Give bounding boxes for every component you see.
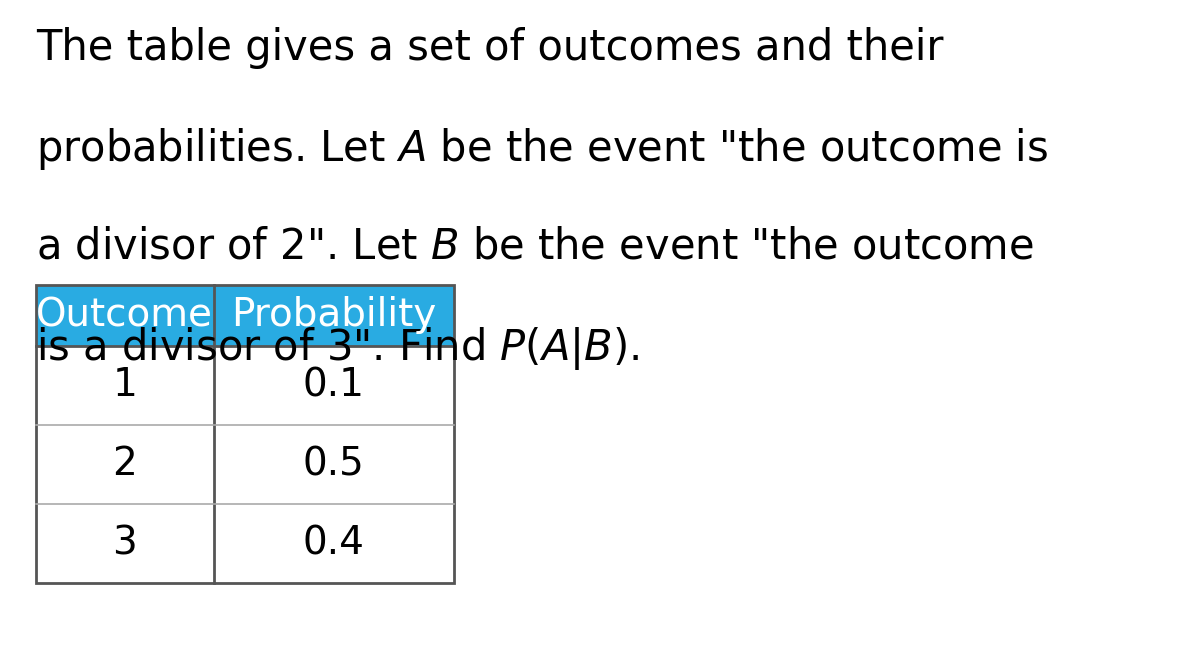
Text: 1: 1 [113, 366, 137, 404]
Text: 0.1: 0.1 [302, 366, 365, 404]
Text: 0.5: 0.5 [302, 446, 365, 483]
Text: Probability: Probability [230, 297, 437, 334]
Text: 3: 3 [113, 525, 137, 562]
Text: 2: 2 [113, 446, 137, 483]
Text: a divisor of 2". Let $\mathit{B}$ be the event "the outcome: a divisor of 2". Let $\mathit{B}$ be the… [36, 225, 1033, 268]
Text: Outcome: Outcome [36, 297, 214, 334]
Text: is a divisor of 3". Find $\mathit{P}(\mathit{A}|\mathit{B})$.: is a divisor of 3". Find $\mathit{P}(\ma… [36, 325, 640, 372]
Text: 0.4: 0.4 [302, 525, 365, 562]
Text: The table gives a set of outcomes and their: The table gives a set of outcomes and th… [36, 27, 943, 69]
Text: probabilities. Let $\mathit{A}$ be the event "the outcome is: probabilities. Let $\mathit{A}$ be the e… [36, 126, 1049, 172]
